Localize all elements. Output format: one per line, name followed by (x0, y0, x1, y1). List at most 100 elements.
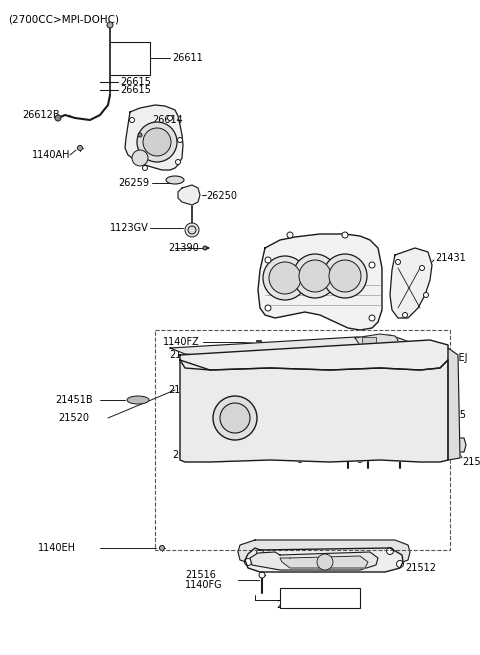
Circle shape (137, 122, 177, 162)
Text: 26300: 26300 (172, 450, 203, 460)
Circle shape (269, 262, 301, 294)
Polygon shape (125, 105, 183, 170)
Circle shape (263, 348, 267, 352)
Circle shape (143, 166, 147, 170)
Circle shape (425, 352, 431, 358)
Circle shape (293, 254, 337, 298)
Circle shape (423, 293, 429, 297)
Text: 26615: 26615 (120, 85, 151, 95)
Circle shape (77, 145, 83, 151)
Circle shape (420, 265, 424, 271)
Bar (362, 337, 376, 344)
Text: 1140EJ: 1140EJ (435, 353, 468, 363)
Circle shape (403, 312, 408, 318)
Text: 21390: 21390 (168, 243, 199, 253)
Polygon shape (180, 360, 448, 462)
Circle shape (323, 254, 367, 298)
Text: (2700CC>MPI-DOHC): (2700CC>MPI-DOHC) (8, 14, 119, 24)
Circle shape (213, 396, 257, 440)
Polygon shape (355, 334, 398, 348)
Circle shape (130, 117, 134, 122)
Circle shape (369, 315, 375, 321)
Text: 1140FG: 1140FG (185, 580, 223, 590)
Circle shape (256, 550, 264, 557)
Circle shape (244, 559, 252, 565)
Bar (255, 339, 261, 345)
Text: 1140EH: 1140EH (38, 543, 76, 553)
Text: 26614: 26614 (152, 115, 183, 125)
Circle shape (369, 262, 375, 268)
Text: 1430JJ: 1430JJ (425, 385, 455, 395)
Circle shape (238, 360, 242, 364)
Text: 21515: 21515 (435, 410, 466, 420)
Ellipse shape (127, 396, 149, 404)
Circle shape (265, 257, 271, 263)
Bar (280, 588, 360, 608)
Ellipse shape (166, 176, 184, 184)
Text: 21517A: 21517A (408, 445, 445, 455)
Text: 21512: 21512 (405, 563, 436, 573)
Circle shape (192, 362, 197, 367)
Text: 26611: 26611 (172, 53, 203, 63)
Circle shape (396, 561, 404, 567)
Circle shape (329, 260, 361, 292)
Polygon shape (430, 418, 440, 428)
Circle shape (244, 350, 250, 354)
Circle shape (185, 223, 199, 237)
Circle shape (298, 358, 302, 362)
Text: 21513A: 21513A (348, 550, 385, 560)
Text: 21451B: 21451B (55, 395, 93, 405)
Text: 21520: 21520 (58, 413, 89, 423)
Text: 21511B: 21511B (168, 385, 205, 395)
Polygon shape (258, 234, 382, 330)
Text: 26259: 26259 (118, 178, 149, 188)
Circle shape (358, 457, 362, 462)
Circle shape (265, 305, 271, 311)
Polygon shape (448, 348, 460, 460)
Circle shape (353, 348, 357, 352)
Polygon shape (390, 248, 432, 318)
Polygon shape (245, 548, 403, 572)
Polygon shape (170, 335, 410, 356)
Circle shape (143, 128, 171, 156)
Text: 1140FZ: 1140FZ (163, 337, 200, 347)
Circle shape (412, 455, 418, 460)
Text: 21525: 21525 (169, 350, 200, 360)
Text: 26615: 26615 (120, 77, 151, 87)
Circle shape (442, 453, 446, 457)
Text: 26250: 26250 (206, 191, 237, 201)
Circle shape (132, 150, 148, 166)
Text: 21431: 21431 (435, 253, 466, 263)
Circle shape (138, 133, 142, 137)
Circle shape (298, 457, 302, 462)
Circle shape (254, 405, 260, 411)
Circle shape (259, 572, 265, 578)
Polygon shape (280, 556, 368, 568)
Polygon shape (250, 552, 378, 570)
Circle shape (308, 348, 312, 352)
Circle shape (55, 115, 61, 121)
Circle shape (178, 138, 182, 143)
Circle shape (317, 554, 333, 570)
Circle shape (415, 385, 421, 391)
Circle shape (238, 455, 242, 460)
Text: 26612B: 26612B (22, 110, 60, 120)
Circle shape (263, 256, 307, 300)
Circle shape (176, 160, 180, 164)
Circle shape (107, 22, 113, 28)
Circle shape (188, 226, 196, 234)
Circle shape (396, 259, 400, 265)
Circle shape (220, 403, 250, 433)
Text: 1430JC: 1430JC (425, 395, 459, 405)
Text: 1123GV: 1123GV (110, 223, 149, 233)
Circle shape (192, 453, 197, 457)
Circle shape (383, 348, 387, 352)
Circle shape (386, 548, 394, 555)
Circle shape (358, 358, 362, 362)
Circle shape (159, 546, 165, 550)
Text: 21516: 21516 (185, 570, 216, 580)
Circle shape (287, 232, 293, 238)
Circle shape (203, 246, 207, 250)
Circle shape (218, 348, 222, 352)
Text: 1140AH: 1140AH (32, 150, 71, 160)
